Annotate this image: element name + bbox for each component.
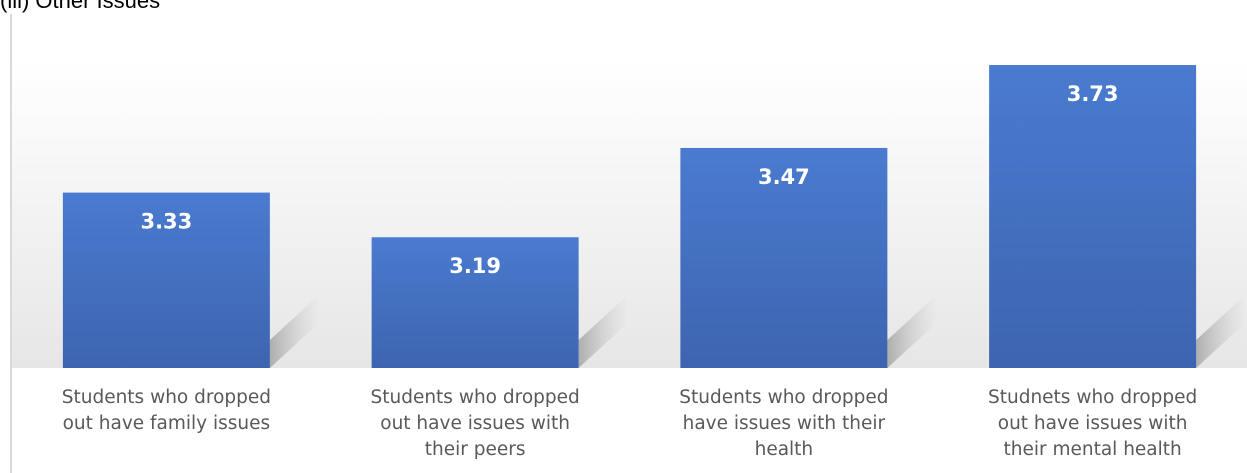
category-label-line: Students who dropped — [679, 387, 888, 408]
data-label-2: 3.19 — [449, 254, 501, 278]
category-label-line: out have issues with — [998, 413, 1188, 434]
category-label-2: Students who dropped out have issues with… — [370, 387, 579, 460]
chart-frame — [10, 14, 1247, 473]
category-label-line: out have issues with — [380, 413, 570, 434]
bar-shadow — [887, 296, 936, 368]
category-label-line: Students who dropped — [62, 387, 271, 408]
data-label-3: 3.47 — [758, 165, 810, 189]
bar-4 — [989, 65, 1197, 368]
category-label-line: out have family issues — [63, 413, 271, 434]
bar-1 — [62, 192, 270, 368]
category-label-4: Studnets who dropped out have issues with… — [988, 387, 1197, 460]
bar-shadow — [1196, 296, 1245, 368]
section-heading: (iii) Other Issues — [0, 0, 161, 13]
bar-2 — [371, 237, 579, 368]
bar-shadow — [269, 296, 318, 368]
bar-3 — [680, 147, 888, 368]
category-label-1: Students who dropped out have family issu… — [62, 387, 271, 434]
data-label-4: 3.73 — [1067, 82, 1119, 106]
category-label-line: their mental health — [1003, 439, 1181, 460]
data-label-1: 3.33 — [140, 210, 192, 234]
category-label-line: their peers — [425, 439, 526, 460]
category-label-line: health — [755, 439, 814, 460]
category-label-line: Students who dropped — [370, 387, 579, 408]
category-label-3: Students who dropped have issues with the… — [679, 387, 888, 460]
category-label-line: have issues with their — [683, 413, 886, 434]
bar-shadow — [578, 296, 627, 368]
category-label-line: Studnets who dropped — [988, 387, 1197, 408]
